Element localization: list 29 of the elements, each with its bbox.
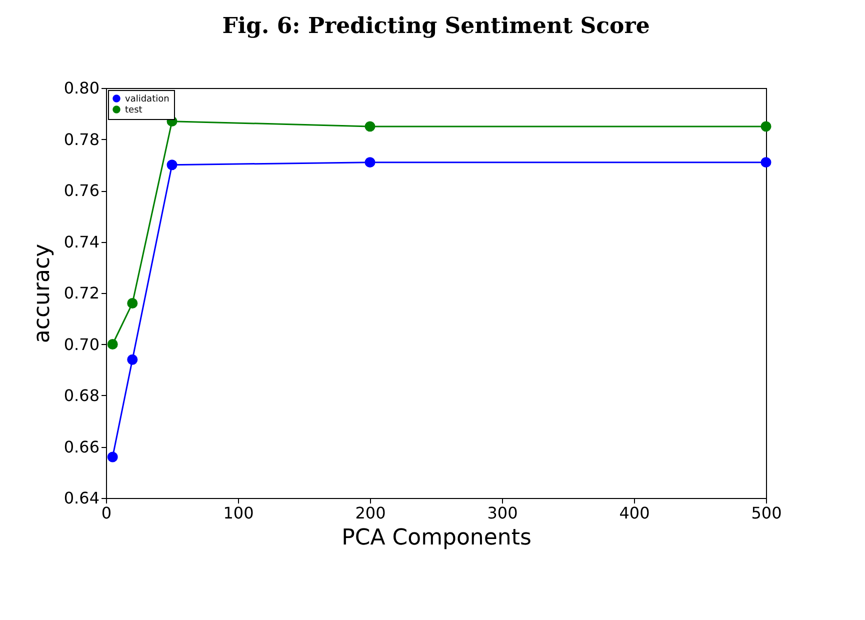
chart-title: Fig. 6: Predicting Sentiment Score bbox=[222, 13, 650, 39]
x-tick-label: 400 bbox=[619, 504, 650, 522]
point bbox=[760, 121, 772, 132]
point bbox=[166, 160, 178, 170]
point bbox=[107, 339, 118, 350]
point bbox=[127, 354, 138, 365]
x-tick-label: 0 bbox=[101, 504, 112, 522]
x-axis-title: PCA Components bbox=[342, 526, 532, 550]
x-tick-label: 500 bbox=[751, 504, 782, 522]
y-tick-label: 0.80 bbox=[64, 78, 100, 98]
point bbox=[364, 157, 376, 168]
legend-label: validation bbox=[125, 94, 170, 104]
point bbox=[127, 298, 138, 308]
point bbox=[364, 121, 376, 132]
y-tick-label: 0.64 bbox=[64, 488, 100, 508]
y-tick-label: 0.72 bbox=[64, 284, 100, 302]
point bbox=[760, 157, 772, 168]
y-tick-label: 0.74 bbox=[64, 232, 100, 252]
point bbox=[107, 452, 118, 462]
y-tick-label: 0.78 bbox=[64, 130, 100, 149]
y-tick-label: 0.66 bbox=[64, 437, 100, 456]
x-tick-label: 300 bbox=[487, 504, 518, 522]
y-axis-title: accuracy bbox=[30, 244, 55, 344]
legend-label: test bbox=[125, 106, 143, 116]
x-tick-label: 200 bbox=[355, 504, 386, 522]
y-tick-label: 0.68 bbox=[64, 386, 100, 405]
y-tick-label: 0.76 bbox=[64, 181, 100, 200]
y-tick-label: 0.70 bbox=[64, 334, 100, 354]
x-tick-label: 100 bbox=[223, 504, 254, 522]
